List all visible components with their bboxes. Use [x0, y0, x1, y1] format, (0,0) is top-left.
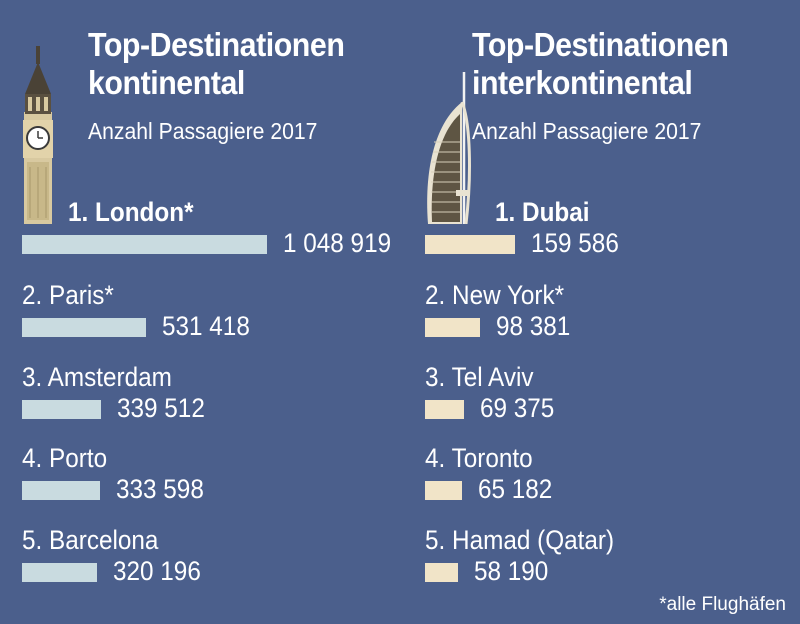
right-bar: [425, 563, 458, 582]
right-bar: [425, 481, 462, 500]
right-value-label: 159 586: [531, 228, 619, 258]
right-value-label: 98 381: [496, 311, 571, 341]
right-category-label: 5. Hamad (Qatar): [425, 525, 615, 555]
left-title-line1: Top-Destinationen: [88, 26, 345, 63]
big-ben-icon: [23, 46, 53, 224]
left-category-label: 4. Porto: [22, 443, 108, 473]
right-bar: [425, 318, 480, 337]
left-category-label: 5. Barcelona: [22, 525, 159, 555]
left-bar: [22, 481, 100, 500]
left-bar: [22, 318, 146, 337]
left-value-label: 320 196: [113, 556, 201, 586]
right-category-label: 3. Tel Aviv: [425, 362, 534, 392]
left-value-label: 531 418: [162, 311, 250, 341]
left-title-line2: kontinental: [88, 64, 245, 101]
right-bar: [425, 235, 515, 254]
left-bar: [22, 563, 97, 582]
right-bar: [425, 400, 464, 419]
footnote: *alle Flughäfen: [659, 594, 786, 615]
panel-continental: Top-Destinationen kontinental Anzahl Pas…: [22, 26, 392, 586]
right-category-label: 2. New York*: [425, 280, 565, 310]
right-value-label: 65 182: [478, 474, 553, 504]
left-value-label: 339 512: [117, 393, 205, 423]
left-title: Top-Destinationen kontinental: [88, 26, 345, 102]
right-title-line1: Top-Destinationen: [472, 26, 729, 63]
left-category-label: 3. Amsterdam: [22, 362, 172, 392]
right-value-label: 69 375: [480, 393, 555, 423]
panel-intercontinental: Top-Destinationen interkontinental Anzah…: [410, 0, 800, 624]
left-category-label: 2. Paris*: [22, 280, 114, 310]
left-value-label: 333 598: [116, 474, 204, 504]
right-title-line2: interkontinental: [472, 64, 693, 101]
right-category-label: 4. Toronto: [425, 443, 533, 473]
left-value-label: 1 048 919: [283, 228, 392, 258]
right-subtitle: Anzahl Passagiere 2017: [472, 118, 702, 144]
right-title: Top-Destinationen interkontinental: [472, 26, 729, 102]
burj-al-arab-icon: [427, 72, 471, 224]
left-bar: [22, 235, 267, 254]
left-subtitle: Anzahl Passagiere 2017: [88, 118, 318, 144]
left-category-label: 1. London*: [68, 197, 194, 227]
left-bar: [22, 400, 101, 419]
right-value-label: 58 190: [474, 556, 549, 586]
right-category-label: 1. Dubai: [495, 197, 590, 227]
